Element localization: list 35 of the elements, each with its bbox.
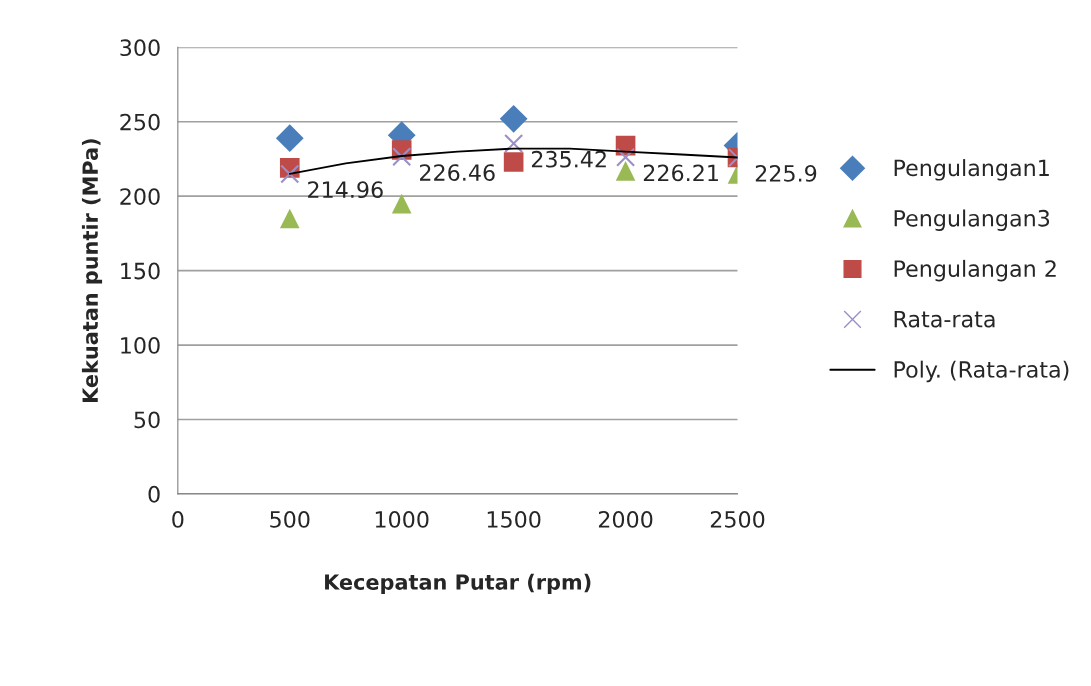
x-tick-label: 500 — [270, 510, 310, 528]
y-tick-label: 300 — [120, 39, 160, 57]
y-tick-label: 100 — [121, 337, 160, 354]
y-axis-title: Kekuatan puntir (MPa) — [81, 139, 103, 402]
y-tick-label: 250 — [120, 113, 160, 131]
x-tick-label: 2500 — [710, 510, 765, 528]
x-tick-label: 2000 — [598, 510, 653, 528]
y-tick-label: 50 — [134, 411, 160, 429]
y-tick-label: 150 — [121, 262, 160, 280]
point — [279, 208, 300, 229]
data-label: 235.42 — [531, 150, 606, 168]
point — [615, 161, 636, 181]
data-label: 226.21 — [643, 164, 718, 182]
data-label: 226.46 — [420, 164, 495, 181]
legend-label: Pengulangan3 — [894, 209, 1050, 231]
point — [504, 133, 524, 154]
point — [391, 193, 412, 214]
point — [616, 147, 636, 167]
y-tick-label: 200 — [120, 188, 160, 205]
legend-label: Pengulangan 2 — [894, 259, 1056, 282]
x-tick-label: 0 — [172, 510, 184, 528]
point — [499, 104, 528, 133]
point — [392, 147, 412, 167]
x-axis-title: Kecepatan Putar (rpm) — [325, 573, 591, 594]
x-tick-label: 1500 — [487, 510, 541, 528]
point — [280, 164, 300, 184]
data-label: 214.96 — [308, 181, 383, 199]
y-tick-label: 0 — [148, 485, 160, 503]
point — [275, 124, 304, 153]
legend-label: Pengulangan1 — [894, 159, 1049, 181]
legend-label: Poly. (Rata-rata) — [894, 360, 1069, 383]
legend-label: Rata-rata — [894, 310, 995, 328]
point — [503, 152, 524, 172]
data-label: 225.9 — [755, 164, 817, 182]
x-tick-label: 1000 — [375, 510, 429, 528]
